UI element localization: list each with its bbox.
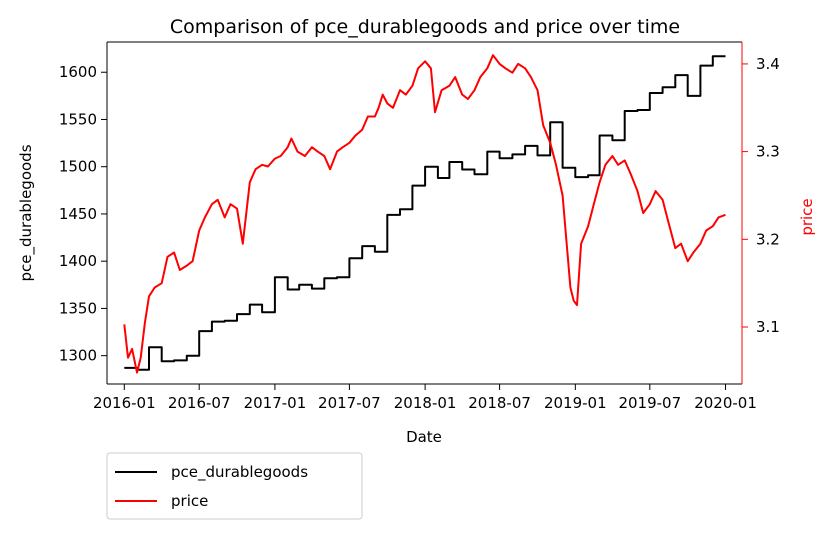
- x-tick-label: 2020-01: [694, 394, 757, 412]
- plot-area: [106, 41, 743, 385]
- x-axis-label: Date: [406, 428, 442, 446]
- y-right-axis-label: price: [798, 198, 816, 235]
- y-left-tick-label: 1400: [59, 252, 97, 270]
- y-right-tick-label: 3.3: [756, 143, 780, 161]
- y-right-tick-label: 3.1: [756, 318, 780, 336]
- series-line-pce-durablegoods: [124, 55, 726, 371]
- axes-frame: [106, 41, 743, 385]
- legend: pce_durablegoods price: [106, 452, 363, 520]
- y-right-axis-ticks: 3.1 3.2 3.3 3.4: [742, 55, 780, 336]
- y-right-tick-label: 3.2: [756, 230, 780, 248]
- x-tick-label: 2017-01: [244, 394, 307, 412]
- legend-box: [106, 452, 363, 520]
- y-left-tick-label: 1350: [59, 299, 97, 317]
- x-tick-label: 2019-07: [618, 394, 681, 412]
- y-left-tick-label: 1500: [59, 158, 97, 176]
- series-line-price: [123, 54, 726, 374]
- legend-label-pce-durablegoods: pce_durablegoods: [171, 463, 308, 482]
- x-tick-label: 2016-01: [93, 394, 156, 412]
- chart-title: Comparison of pce_durablegoods and price…: [170, 16, 680, 38]
- y-left-tick-label: 1300: [59, 347, 97, 365]
- x-tick-label: 2018-01: [394, 394, 457, 412]
- x-axis-ticks: 2016-01 2016-07 2017-01 2017-07 2018-01 2018-…: [93, 384, 757, 412]
- y-left-tick-label: 1450: [59, 205, 97, 223]
- y-left-axis-ticks: 1300 1350 1400 1450 1500 1550 1600: [59, 63, 107, 365]
- x-tick-label: 2019-01: [544, 394, 607, 412]
- x-tick-label: 2016-07: [168, 394, 231, 412]
- y-left-tick-label: 1550: [59, 110, 97, 128]
- plot-background: [107, 42, 742, 384]
- x-tick-label: 2018-07: [468, 394, 531, 412]
- y-left-axis-label: pce_durablegoods: [17, 144, 36, 281]
- y-right-tick-label: 3.4: [756, 55, 780, 73]
- x-tick-label: 2017-07: [318, 394, 381, 412]
- y-left-tick-label: 1600: [59, 63, 97, 81]
- series-layer: [123, 54, 726, 374]
- legend-label-price: price: [171, 492, 208, 510]
